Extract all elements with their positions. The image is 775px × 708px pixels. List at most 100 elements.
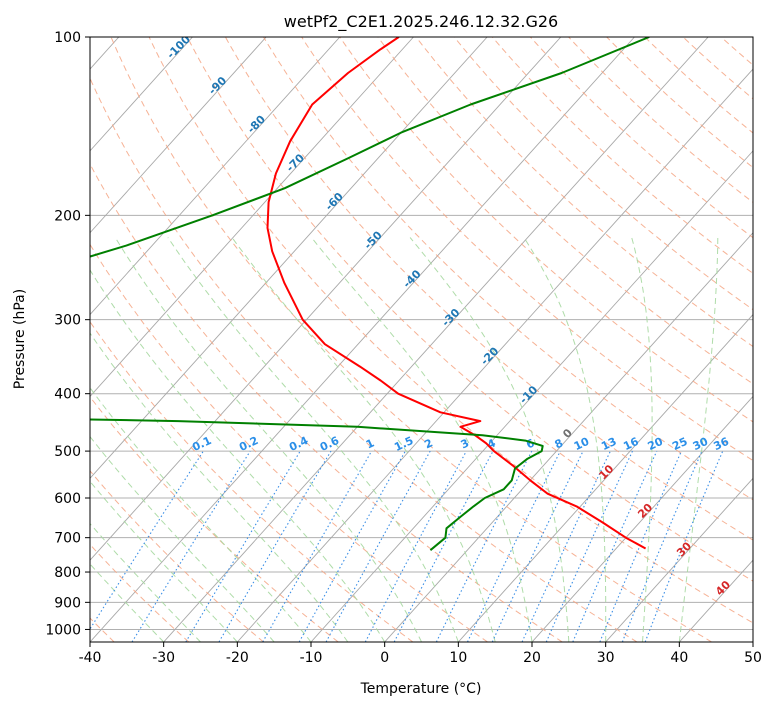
- isotherm-40: [678, 559, 753, 642]
- dry-adiabat-lines: [90, 37, 775, 642]
- isotherm--90: [90, 37, 267, 234]
- dry-adiabat-label: -80: [245, 113, 268, 136]
- moist-adiabat-5: [114, 237, 422, 642]
- mixing-ratio-label: 25: [670, 435, 689, 453]
- mixing-ratio-label: 13: [599, 435, 618, 453]
- mixing-ratio-label: 10: [572, 435, 592, 453]
- moist-adiabat--5: [90, 332, 349, 642]
- moist-adiabat-30: [523, 237, 607, 642]
- moist-adiabat-lines: [90, 237, 719, 642]
- moist-adiabat-40: [678, 237, 719, 642]
- mixing-ratio-10: [491, 450, 584, 642]
- mixing-ratio-label: 20: [646, 435, 666, 453]
- moist-adiabat-0: [90, 269, 386, 642]
- y-tick-label: 700: [54, 531, 81, 547]
- isotherm-0: [384, 232, 753, 642]
- moist-adiabat-35: [631, 237, 653, 642]
- mixing-ratio-0.2: [131, 450, 251, 642]
- isotherm-10: [457, 313, 753, 642]
- sounding-series: [90, 37, 650, 551]
- isobar-lines: [90, 37, 753, 630]
- y-axis-label: Pressure (hPa): [12, 289, 28, 389]
- dry-adiabat-30: [90, 76, 638, 642]
- x-tick-label: 40: [670, 650, 688, 666]
- dry-adiabat-label: 40: [713, 578, 733, 598]
- isotherm--10: [310, 150, 753, 642]
- plot-area: 0.1 0.2 0.4 0.6 1 1.5 2 3 4 6 8 10 13 16 20 25 30 36 -100…: [90, 37, 775, 642]
- dry-adiabat-label: -60: [323, 190, 346, 213]
- mixing-ratio-3: [364, 450, 467, 642]
- isotherm--60: [90, 37, 488, 479]
- isotherm-lines: [90, 37, 753, 642]
- x-tick-label: 10: [449, 650, 467, 666]
- dry-adiabat-100: [339, 37, 753, 423]
- isotherm-30: [605, 477, 753, 642]
- dry-adiabat-10: [90, 243, 488, 642]
- y-tick-label: 100: [54, 30, 81, 46]
- x-tick-label: 30: [597, 650, 615, 666]
- moist-adiabat--25: [90, 522, 201, 642]
- isotherm--40: [90, 37, 635, 642]
- isotherm--50: [90, 37, 562, 561]
- mixing-ratio-1: [262, 450, 373, 642]
- y-tick-label: 600: [54, 491, 81, 507]
- mixing-ratio-1.5: [298, 450, 406, 642]
- moist-adiabat-10: [167, 237, 459, 642]
- mixing-ratio-label: 16: [621, 435, 641, 453]
- dry-adiabat-210: [759, 37, 775, 642]
- isotherm--20: [236, 68, 753, 642]
- mixing-ratio-label: 3: [459, 436, 471, 451]
- y-tick-label: 800: [54, 565, 81, 581]
- dry-adiabat-label: -40: [400, 267, 423, 290]
- x-tick-label: -10: [300, 650, 323, 666]
- dry-adiabat-140: [491, 37, 753, 274]
- dry-adiabat-20: [90, 163, 563, 642]
- mixing-ratio-0.6: [218, 450, 332, 642]
- dewpoint-profile-line: [90, 37, 650, 551]
- dry-adiabat-40: [110, 37, 712, 642]
- dry-adiabat-label: 10: [596, 462, 616, 482]
- dry-adiabat-160: [568, 37, 753, 203]
- mixing-ratio-label: 1: [364, 436, 376, 451]
- y-axis-ticks: 100 200 300 400 500 600 700 800 900 1000: [45, 30, 90, 638]
- isotherm--100: [90, 37, 193, 152]
- dry-adiabat--20: [90, 470, 264, 642]
- moist-adiabat-15: [231, 237, 496, 642]
- dry-adiabat-0: [90, 320, 414, 642]
- dry-adiabat-170: [606, 37, 753, 169]
- mixing-ratio-label: 36: [712, 435, 732, 453]
- dry-adiabat-200: [720, 37, 753, 66]
- dry-adiabat-label: -70: [284, 151, 307, 174]
- x-tick-label: -20: [226, 650, 249, 666]
- dry-adiabat-label: -20: [478, 344, 501, 367]
- temperature-profile-line: [266, 37, 647, 550]
- dry-adiabat-110: [377, 37, 753, 385]
- mixing-ratio-16: [545, 450, 633, 642]
- dry-adiabat-130: [453, 37, 753, 311]
- dry-adiabat-120: [415, 37, 753, 348]
- isotherm--70: [90, 37, 414, 398]
- chart-title: wetPf2_C2E1.2025.246.12.32.G26: [284, 12, 558, 32]
- mixing-ratio-0.1: [90, 450, 204, 631]
- dry-adiabat-150: [530, 37, 753, 239]
- mixing-ratio-30: [621, 450, 703, 642]
- mixing-ratio-25: [599, 450, 682, 642]
- y-tick-label: 300: [54, 313, 81, 329]
- dry-adiabat-50: [148, 37, 753, 624]
- x-axis-ticks: -40 -30 -20 -10 0 10 20 30 40 50: [79, 642, 762, 666]
- x-tick-label: 0: [380, 650, 389, 666]
- isotherm--80: [90, 37, 341, 316]
- y-tick-label: 1000: [45, 622, 81, 638]
- dry-adiabat-60: [186, 37, 753, 582]
- isotherm--30: [163, 37, 709, 642]
- x-tick-label: 50: [744, 650, 762, 666]
- y-tick-label: 400: [54, 387, 81, 403]
- isotherm-50: [752, 641, 753, 642]
- moist-adiabat--30: [90, 563, 165, 642]
- moist-adiabat-25: [409, 237, 570, 642]
- plot-frame: [89, 36, 754, 643]
- isotherm-20: [531, 395, 753, 642]
- mixing-ratio-13: [521, 450, 611, 642]
